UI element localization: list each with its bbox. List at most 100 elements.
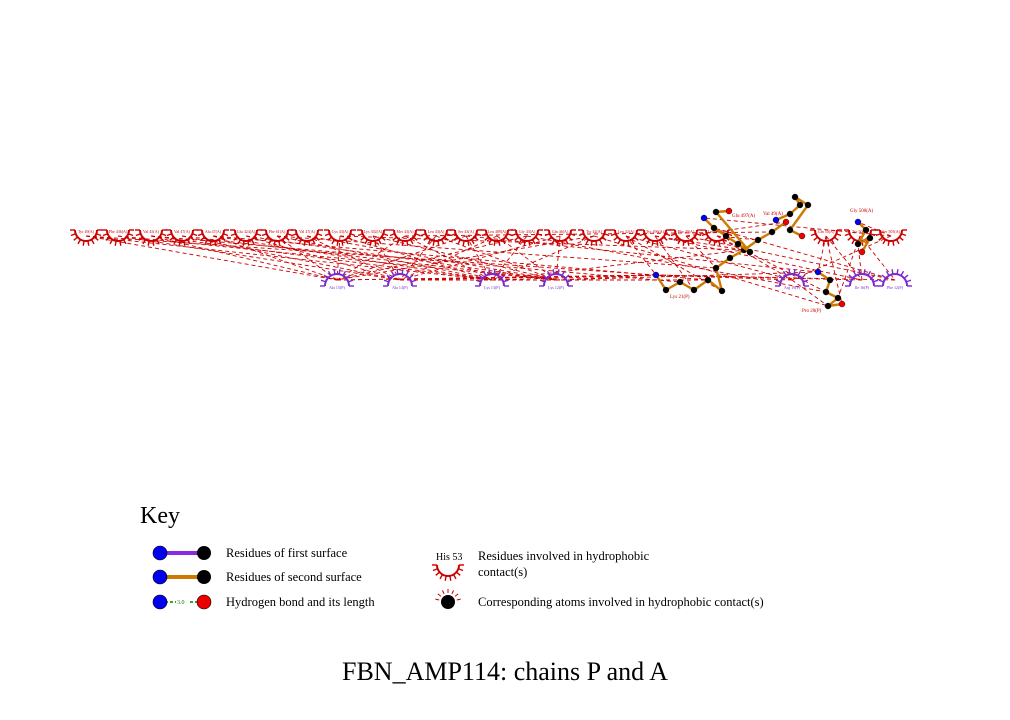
contact-line: [857, 243, 863, 281]
ligand-atom: [782, 218, 790, 226]
contact-line: [685, 235, 717, 269]
residue-label-top: Phe 49(A): [678, 229, 695, 234]
residue-label-top: Val 47(A): [299, 229, 316, 234]
residue-label-top: Ala 47(A): [205, 229, 222, 234]
ligand-atom: [854, 218, 862, 226]
contact-line: [212, 235, 338, 281]
residue-label-top: Lys 302(A): [364, 229, 383, 234]
contact-line: [399, 235, 561, 281]
ligand-atom: [866, 234, 874, 242]
ligand-atom: [652, 271, 660, 279]
residue-label-top: Val 45(A): [143, 229, 160, 234]
ligand-label-lys: Lys 21(P): [670, 295, 690, 300]
residue-arc-bottom: [383, 269, 417, 287]
residue-label-top: Phe 436(A): [109, 229, 128, 234]
ligand-atom: [796, 201, 804, 209]
hydrophobic-contact-lines: [85, 217, 896, 307]
residue-arc-top: [639, 229, 671, 246]
contact-line: [306, 235, 401, 281]
ligand-pro: [814, 268, 846, 310]
contact-line: [526, 235, 827, 293]
contact-line: [336, 235, 595, 281]
hbond-length-label: 3.0: [177, 600, 185, 606]
residue-arc-bottom: [539, 269, 573, 287]
ligand-atom: [822, 288, 830, 296]
ligand-atom: [754, 236, 762, 244]
ligand-atom: [722, 232, 730, 240]
residue-label-bottom: Ala 15(P): [329, 285, 345, 290]
contact-line: [85, 235, 657, 276]
contact-line: [491, 235, 528, 281]
residue-label-bottom: Ala 14(P): [392, 285, 408, 290]
legend-first-surface: Residues of first surface: [152, 545, 348, 561]
contact-line: [276, 235, 493, 281]
ligand-label-glu: Glu 497(A): [732, 214, 756, 219]
residue-arc-top: [357, 229, 389, 246]
residue-arc-top: [324, 229, 356, 246]
ligand-atom: [798, 232, 806, 240]
ligand-atom: [854, 240, 862, 248]
legend-first-surface-label: Residues of first surface: [226, 546, 348, 560]
ligand-atom: [704, 276, 712, 284]
ligand-atom: [690, 286, 698, 294]
ligand-val: [772, 193, 812, 240]
ligand-atom: [838, 300, 846, 308]
residue-label-top: Met 43(A): [397, 229, 415, 234]
contact-line: [399, 235, 437, 281]
residue-arc-top: [135, 229, 167, 246]
chain-p-residues: Ala 15(P) Ala 14(P) Lys 13(P) Lys 12(P) Arg …: [320, 269, 912, 290]
legend: Key Residues of first surface Residues o…: [140, 503, 764, 610]
ligand-label-gly: Gly 500(A): [850, 209, 874, 214]
ligand-atom: [834, 294, 842, 302]
residue-label-top: Ser 43(A): [458, 229, 475, 234]
legend-atoms: Corresponding atoms involved in hydropho…: [435, 589, 764, 609]
contact-line: [496, 235, 557, 281]
contact-line: [339, 235, 493, 281]
residue-arc-bottom: [845, 269, 879, 287]
ligand-atom: [726, 254, 734, 262]
residue-arc-bottom: [775, 269, 809, 287]
residue-label-top: Gln 50(A): [818, 229, 835, 234]
ligand-atom: [768, 228, 776, 236]
residue-label-top: Ser 505(A): [882, 229, 901, 234]
contact-line: [654, 235, 863, 281]
n-atom-icon: [152, 569, 168, 585]
n-atom-icon: [152, 545, 168, 561]
legend-arc-shape: [432, 564, 464, 581]
contact-line: [372, 235, 401, 281]
residue-arc-bottom: [320, 269, 354, 287]
ligand-lys: [652, 218, 790, 295]
residue-arc-top: [578, 229, 610, 246]
residue-label-bottom: Phe 12(P): [887, 285, 904, 290]
legend-hydrophobic-example: His 53: [436, 552, 462, 563]
legend-second-surface: Residues of second surface: [152, 569, 362, 585]
contact-line: [791, 279, 829, 307]
residue-arc-top: [875, 229, 907, 246]
ligand-atom: [718, 287, 726, 295]
contact-line: [339, 235, 745, 251]
ligand-atom: [824, 302, 832, 310]
residue-arc-top: [810, 229, 842, 246]
contact-line: [825, 235, 843, 305]
contact-line: [491, 274, 657, 281]
ligand-atom: [662, 286, 670, 294]
legend-hbond: 3.0 Hydrogen bond and its length: [152, 594, 375, 610]
residue-label-bottom: Arg 19(P): [784, 285, 801, 290]
contact-line: [625, 235, 793, 281]
contact-line: [150, 235, 338, 281]
contact-line: [245, 235, 401, 281]
residue-label-top: Phe 61(A): [269, 229, 286, 234]
ligand-atom: [772, 216, 780, 224]
residue-label-top: Leu 43(A): [428, 229, 445, 234]
contact-line: [276, 235, 338, 281]
residue-label-bottom: Lys 12(P): [548, 285, 564, 290]
legend-second-surface-label: Residues of second surface: [226, 570, 362, 584]
chain-a-residues: Tyr 49(A) Phe 436(A) Val 45(A) Val 47(A) Ala…: [70, 229, 907, 246]
ligand-atom: [734, 240, 742, 248]
contact-line: [245, 235, 557, 281]
residue-label-top: Glu 424(A): [237, 229, 256, 234]
contact-line: [372, 235, 557, 281]
ligand-atom: [826, 276, 834, 284]
contact-line: [593, 235, 829, 307]
